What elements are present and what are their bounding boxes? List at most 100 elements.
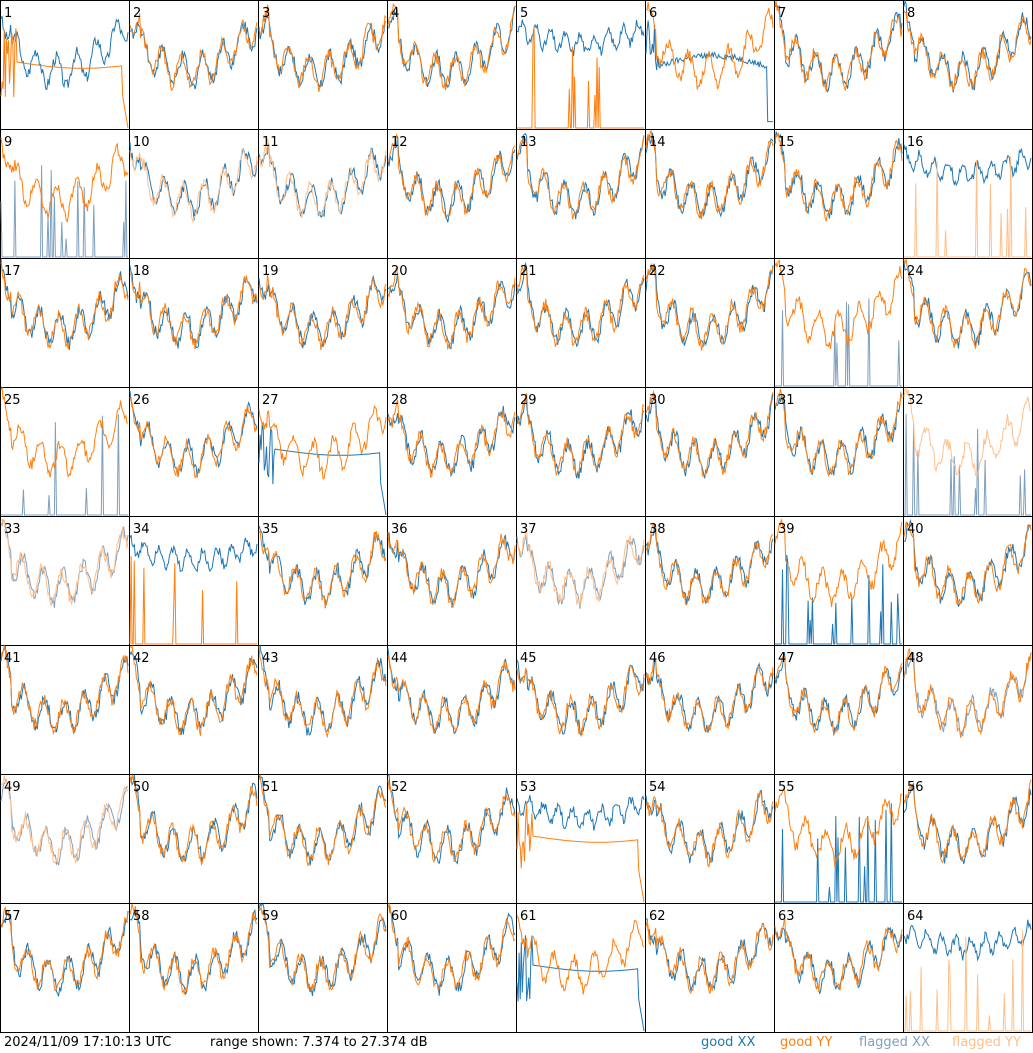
panel-label: 9 — [4, 135, 12, 150]
series-yy — [774, 259, 903, 349]
panel-label: 55 — [778, 780, 795, 795]
panel-label: 13 — [520, 135, 537, 150]
panel-55: 55 — [774, 774, 904, 904]
panel-label: 38 — [649, 522, 666, 537]
panel-label: 58 — [133, 909, 150, 924]
series-fyy — [129, 147, 258, 224]
series-xx — [516, 795, 645, 831]
panel-label: 54 — [649, 780, 666, 795]
panel-label: 6 — [649, 6, 657, 21]
panel-5: 5 — [516, 0, 646, 130]
series-yy — [645, 659, 774, 732]
panel-label: 64 — [907, 909, 924, 924]
series-yy — [0, 28, 129, 129]
legend-flagged-xx: flagged XX — [859, 1035, 930, 1050]
series-yy — [774, 916, 903, 993]
panel-36: 36 — [387, 516, 517, 646]
series-xx — [645, 789, 774, 864]
panel-10: 10 — [129, 129, 259, 259]
series-yy — [903, 10, 1032, 92]
panel-57: 57 — [0, 903, 130, 1033]
series-yy — [645, 1, 774, 90]
series-yy — [516, 135, 645, 220]
panel-label: 4 — [391, 6, 399, 21]
legend-flagged-yy: flagged YY — [952, 1035, 1021, 1050]
series-yy — [258, 529, 387, 609]
panel-label: 47 — [778, 651, 795, 666]
panel-label: 28 — [391, 393, 408, 408]
panel-62: 62 — [645, 903, 775, 1033]
series-yy — [0, 261, 129, 349]
panel-48: 48 — [903, 645, 1033, 775]
panel-23: 23 — [774, 258, 904, 388]
series-yy — [645, 523, 774, 606]
panel-label: 46 — [649, 651, 666, 666]
range-label: range shown: 7.374 to 27.374 dB — [210, 1035, 428, 1050]
panel-44: 44 — [387, 645, 517, 775]
series-yy — [387, 2, 516, 91]
panel-label: 12 — [391, 135, 408, 150]
panel-label: 29 — [520, 393, 537, 408]
panel-label: 22 — [649, 264, 666, 279]
series-xx — [0, 15, 129, 91]
series-xx — [387, 272, 516, 350]
panel-27: 27 — [258, 387, 388, 517]
series-fyy — [904, 155, 1031, 258]
panel-31: 31 — [774, 387, 904, 517]
panel-18: 18 — [129, 258, 259, 388]
panel-26: 26 — [129, 387, 259, 517]
panel-59: 59 — [258, 902, 388, 1033]
panel-label: 8 — [907, 6, 915, 21]
panel-label: 10 — [133, 135, 150, 150]
series-yy — [774, 787, 903, 868]
series-xx — [516, 935, 645, 1032]
series-xx — [129, 142, 258, 221]
series-xx — [0, 258, 129, 351]
panel-label: 43 — [262, 651, 279, 666]
panel-label: 49 — [4, 780, 21, 795]
panel-label: 1 — [4, 6, 12, 21]
panel-label: 37 — [520, 522, 537, 537]
series-fyy — [904, 930, 1031, 1032]
legend-good-yy: good YY — [780, 1035, 833, 1050]
panel-frame — [645, 0, 775, 130]
panel-label: 35 — [262, 522, 279, 537]
series-yy — [774, 655, 903, 736]
series-yy — [516, 802, 645, 903]
panel-54: 54 — [645, 774, 775, 904]
panel-19: 19 — [258, 258, 388, 388]
panel-29: 29 — [516, 387, 646, 517]
series-yy — [387, 655, 516, 734]
panel-13: 13 — [516, 129, 646, 259]
series-yy — [645, 791, 774, 868]
panel-frame — [0, 0, 130, 130]
panel-label: 15 — [778, 135, 795, 150]
panel-label: 39 — [778, 522, 795, 537]
panel-label: 50 — [133, 780, 150, 795]
series-xx — [387, 905, 516, 996]
panel-41: 41 — [0, 644, 130, 775]
panel-label: 5 — [520, 6, 528, 21]
panel-label: 17 — [4, 264, 21, 279]
series-xx — [387, 5, 516, 90]
panel-label: 53 — [520, 780, 537, 795]
series-xx — [516, 262, 645, 348]
panel-60: 60 — [387, 902, 517, 1033]
series-yy — [645, 130, 774, 220]
series-xx — [645, 526, 774, 605]
series-yy — [258, 645, 387, 739]
panel-58: 58 — [129, 903, 259, 1033]
panel-label: 59 — [262, 909, 279, 924]
panel-63: 63 — [774, 903, 904, 1033]
series-yy — [387, 779, 516, 863]
series-yy — [645, 921, 774, 995]
series-xx — [516, 397, 645, 479]
panel-label: 21 — [520, 264, 537, 279]
series-xx — [258, 422, 387, 516]
series-yy — [258, 906, 387, 993]
panel-17: 17 — [0, 258, 130, 388]
series-xx — [645, 393, 774, 479]
series-xx — [258, 525, 387, 606]
panel-frame — [129, 0, 259, 130]
